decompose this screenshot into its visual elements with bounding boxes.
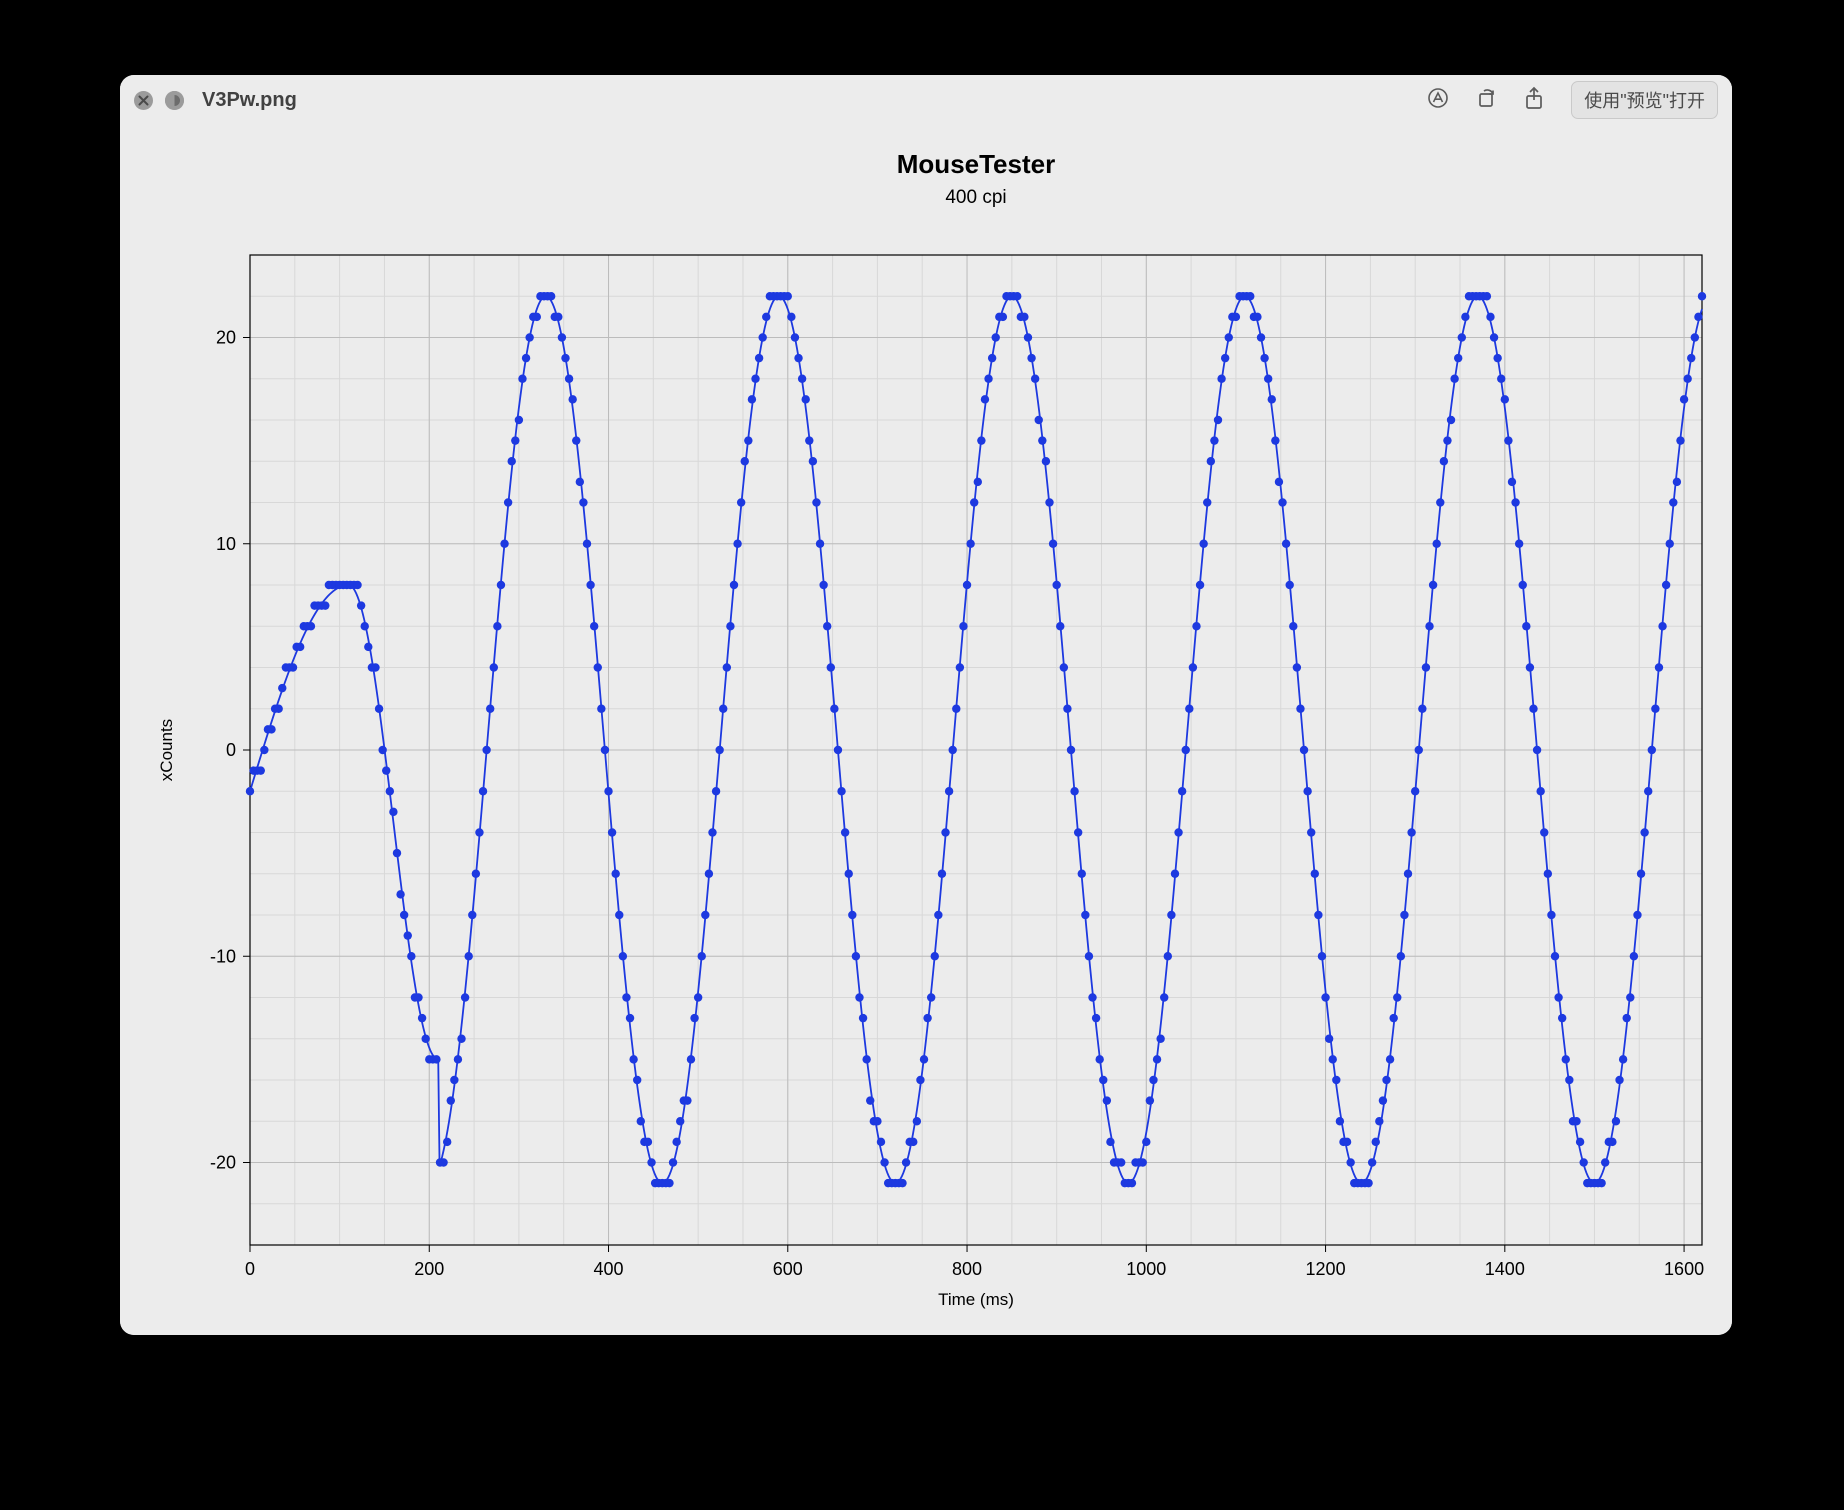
- data-line: [250, 296, 1702, 1183]
- svg-text:400: 400: [593, 1259, 623, 1279]
- svg-text:800: 800: [952, 1259, 982, 1279]
- svg-text:1400: 1400: [1485, 1259, 1525, 1279]
- svg-text:0: 0: [226, 740, 236, 760]
- svg-text:1200: 1200: [1306, 1259, 1346, 1279]
- svg-text:-20: -20: [210, 1153, 236, 1173]
- chart-subtitle: 400 cpi: [945, 187, 1006, 208]
- share-icon[interactable]: [1523, 86, 1545, 115]
- svg-text:1000: 1000: [1126, 1259, 1166, 1279]
- svg-text:600: 600: [773, 1259, 803, 1279]
- y-axis-label: xCounts: [157, 719, 176, 781]
- svg-text:20: 20: [216, 328, 236, 348]
- minimize-icon[interactable]: [165, 91, 184, 110]
- toolbar-icons: 使用"预览"打开: [1427, 81, 1718, 119]
- svg-text:-10: -10: [210, 946, 236, 966]
- markup-icon[interactable]: [1427, 87, 1449, 114]
- titlebar: V3Pw.png 使用"预览"打开: [120, 75, 1732, 125]
- svg-text:0: 0: [245, 1259, 255, 1279]
- svg-text:200: 200: [414, 1259, 444, 1279]
- open-with-button[interactable]: 使用"预览"打开: [1571, 81, 1718, 119]
- file-title: V3Pw.png: [202, 89, 297, 112]
- data-points: [246, 292, 1706, 1187]
- close-icon[interactable]: [134, 91, 153, 110]
- traffic-lights: [134, 91, 184, 110]
- rotate-icon[interactable]: [1475, 87, 1497, 114]
- svg-text:1600: 1600: [1664, 1259, 1704, 1279]
- chart-area: MouseTester400 cpi0200400600800100012001…: [120, 125, 1732, 1335]
- svg-text:10: 10: [216, 534, 236, 554]
- chart-title: MouseTester: [897, 149, 1055, 179]
- quicklook-window: V3Pw.png 使用"预览"打开 MouseTester400 cpi0200…: [120, 75, 1732, 1335]
- x-axis-label: Time (ms): [938, 1290, 1014, 1309]
- mousetester-chart: MouseTester400 cpi0200400600800100012001…: [120, 125, 1732, 1335]
